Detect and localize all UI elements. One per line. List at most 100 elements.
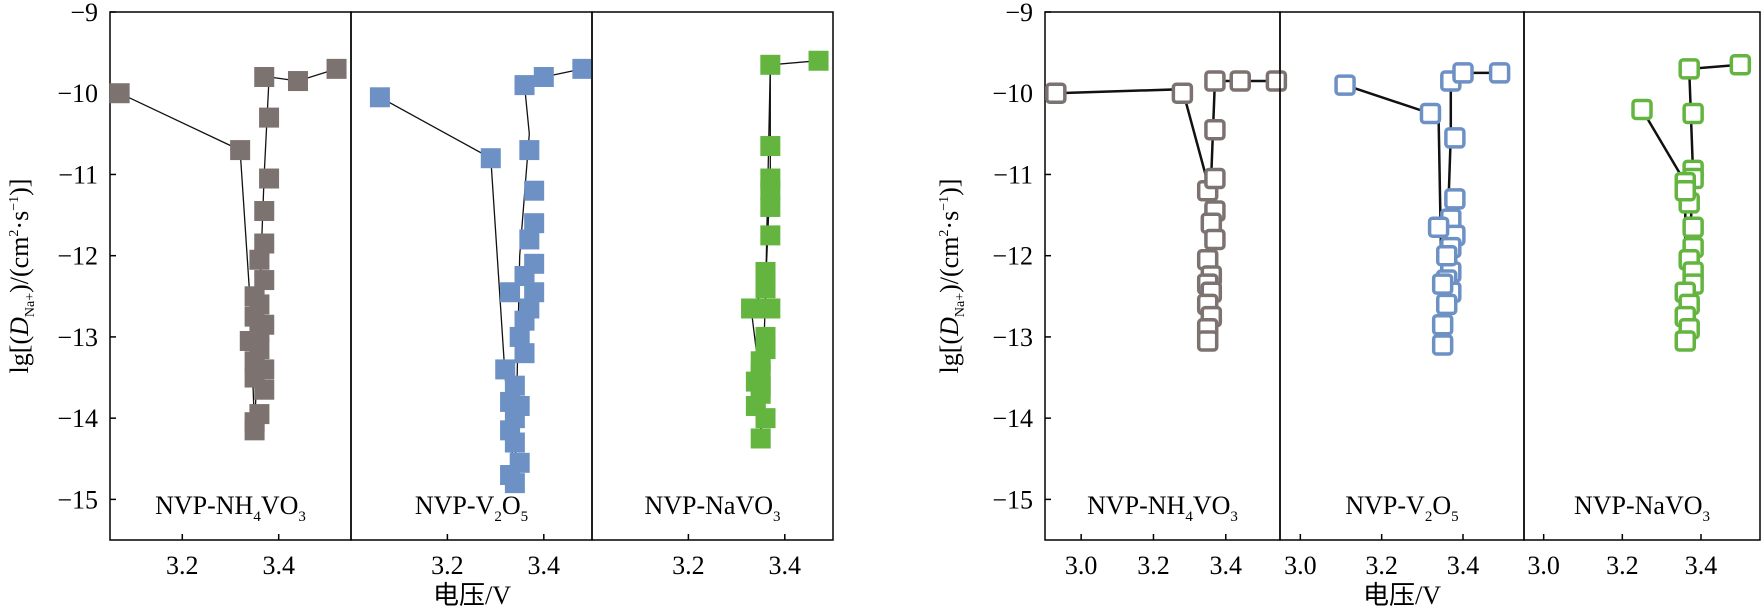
data-point	[1682, 216, 1704, 239]
y-tick-label: −12	[57, 242, 98, 271]
y-axis-title: lg[(DNa+)/(cm2·s−1)]	[5, 179, 38, 374]
y-tick-label: −15	[57, 485, 98, 514]
panel-frame	[1279, 11, 1525, 541]
data-point	[750, 428, 771, 449]
chart-1: −9 −10 −11 −12 −13 −14 −15 lg[(DNa+)/(cm2·s−1)]…	[5, 0, 834, 610]
x-tick-label: 3.0	[1527, 551, 1560, 580]
data-point	[504, 432, 525, 453]
panel-label: NVP-NaVO3	[1574, 491, 1710, 525]
data-point	[254, 201, 275, 222]
data-point	[524, 282, 545, 303]
x-tick-label: 3.0	[1284, 551, 1317, 580]
data-point	[524, 180, 545, 201]
x-tick-label: 3.4	[1210, 551, 1243, 580]
data-point	[249, 249, 270, 270]
data-point	[369, 87, 390, 108]
data-point	[326, 58, 347, 79]
data-point	[1452, 62, 1474, 84]
data-point	[287, 71, 308, 92]
data-point	[495, 359, 516, 380]
data-point	[760, 136, 781, 157]
y-tick-label: −10	[992, 79, 1033, 108]
data-point	[572, 58, 593, 79]
panel-NVP-NaVO3: 3.0 3.2 3.4 NVP-NaVO3	[1523, 11, 1761, 580]
data-point	[1435, 244, 1458, 267]
data-point	[1431, 273, 1454, 295]
panel-NVP-NH4VO3: 3.2 3.4 NVP-NH4VO3	[109, 11, 352, 580]
panel-label: NVP-V2O5	[1345, 491, 1458, 525]
y-axis-title: lg[(DNa+)/(cm2·s−1)]	[935, 179, 968, 374]
data-point	[533, 66, 554, 87]
panel-label: NVP-V2O5	[415, 491, 528, 525]
x-tick-label: 3.2	[1365, 551, 1398, 580]
data-point	[500, 282, 521, 303]
y-tick-label: −9	[1005, 0, 1033, 27]
y-tick-label: −9	[70, 0, 98, 27]
data-point	[1204, 119, 1226, 141]
data-point	[755, 408, 776, 429]
data-point	[524, 213, 545, 234]
data-point	[1045, 82, 1067, 104]
data-point	[1204, 70, 1226, 92]
panel-NVP-NaVO3: 3.2 3.4 NVP-NaVO3	[591, 11, 834, 580]
y-tick-label: −11	[58, 160, 98, 189]
data-point	[755, 261, 776, 282]
data-point	[760, 180, 781, 201]
x-tick-label: 3.4	[1685, 551, 1718, 580]
x-tick-label: 3.2	[166, 551, 199, 580]
data-point	[514, 310, 535, 331]
data-point	[750, 375, 771, 396]
series-line	[1055, 79, 1277, 187]
y-tick-label: −12	[992, 242, 1033, 271]
data-point	[259, 107, 280, 128]
data-point	[1674, 330, 1697, 352]
y-tick-label: −14	[57, 404, 98, 433]
panel-frame	[109, 11, 352, 541]
data-point	[254, 233, 275, 254]
y-tick-label: −14	[992, 404, 1033, 433]
data-point	[519, 229, 540, 250]
data-point	[1196, 330, 1219, 352]
data-point	[504, 375, 525, 396]
data-point	[1334, 74, 1356, 96]
data-point	[1435, 293, 1458, 316]
x-tick-label: 3.4	[528, 551, 561, 580]
y-tick-label: −11	[993, 160, 1033, 189]
data-point	[1427, 216, 1450, 239]
data-point	[1682, 102, 1704, 125]
panel-frame	[1523, 11, 1761, 541]
data-point	[244, 420, 265, 441]
data-point	[514, 266, 535, 286]
panel-label: NVP-NH4VO3	[155, 491, 306, 525]
y-tick-label: −15	[992, 485, 1033, 514]
data-point	[760, 196, 781, 217]
x-axis-title: 电压/V	[433, 581, 511, 610]
data-point	[1678, 58, 1700, 80]
data-point	[760, 298, 781, 319]
data-point	[755, 278, 776, 299]
data-point	[1265, 70, 1288, 92]
series-line	[119, 68, 337, 431]
x-tick-label: 3.4	[1447, 551, 1480, 580]
data-point	[1488, 62, 1511, 84]
data-point	[230, 140, 251, 161]
data-point	[514, 75, 535, 96]
data-point	[760, 54, 781, 75]
chart-2: −9 −10 −11 −12 −13 −14 −15 lg[(DNa+)/(cm2·s−1)]…	[935, 0, 1761, 610]
data-point	[741, 298, 762, 319]
data-point	[1674, 179, 1697, 202]
data-point	[1419, 102, 1442, 125]
x-tick-label: 3.2	[1606, 551, 1639, 580]
data-point	[1204, 167, 1226, 190]
data-point	[1171, 82, 1194, 104]
data-point	[504, 473, 525, 494]
data-point	[1204, 228, 1226, 251]
panel-frame	[591, 11, 834, 541]
data-point	[254, 379, 275, 400]
panel-label: NVP-NH4VO3	[1087, 491, 1238, 525]
y-tick-label: −13	[992, 323, 1033, 352]
data-point	[509, 326, 530, 347]
data-point	[1444, 127, 1466, 149]
